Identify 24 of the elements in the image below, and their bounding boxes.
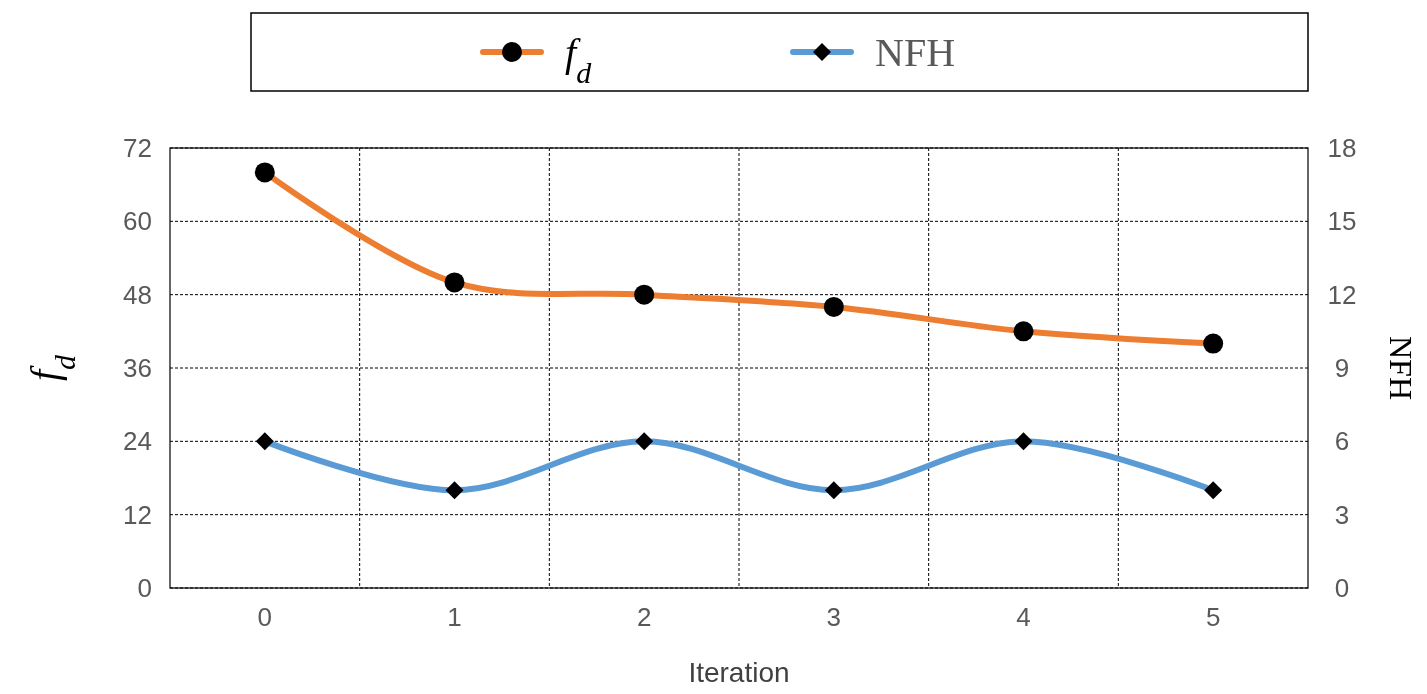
y-tick-label: 24 (123, 426, 152, 457)
x-tick-label: 1 (447, 602, 462, 632)
legend-label: NFH (875, 30, 956, 75)
y-tick-label: 36 (123, 353, 152, 384)
x-tick-label: 5 (1205, 602, 1221, 632)
y2-tick-label: 12 (1327, 279, 1357, 310)
legend-label: f$_{d}$ (565, 30, 593, 89)
y2-tick-label: 6 (1334, 426, 1350, 457)
y-tick-label: 72 (123, 133, 152, 164)
x-tick-label: 4 (1016, 602, 1031, 632)
y2-axis-title: NFH (1383, 335, 1419, 401)
y2-tick-label: 15 (1327, 206, 1357, 237)
y2-tick-label: 0 (1334, 573, 1350, 604)
y-tick-label: 12 (123, 499, 152, 530)
x-tick-label: 3 (826, 602, 842, 632)
x-axis-title: Iteration (688, 657, 790, 688)
x-tick-label: 2 (636, 602, 652, 632)
y2-tick-label: 9 (1334, 353, 1350, 384)
x-tick-label: 0 (257, 602, 273, 632)
y-tick-label: 0 (137, 573, 152, 604)
y-tick-label: 48 (123, 279, 152, 310)
y2-tick-label: 3 (1334, 499, 1350, 530)
y2-tick-label: 18 (1327, 133, 1357, 164)
y-tick-label: 60 (123, 206, 152, 237)
